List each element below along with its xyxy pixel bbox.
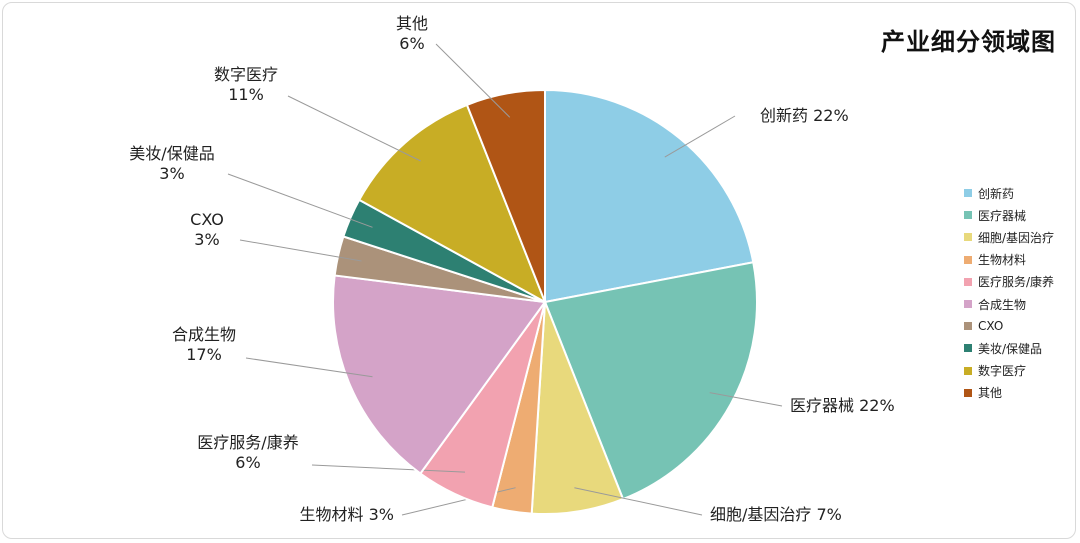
legend-swatch bbox=[964, 300, 972, 309]
legend-item: 其他 bbox=[964, 382, 1054, 404]
leader-line bbox=[287, 95, 421, 162]
chart-title: 产业细分领域图 bbox=[881, 28, 1056, 56]
legend-swatch bbox=[964, 366, 972, 375]
leader-line bbox=[664, 115, 736, 158]
legend-swatch bbox=[964, 388, 972, 397]
chart-legend: 创新药医疗器械细胞/基因治疗 生物材料医疗服务/康养 合成生物 CXO 美妆/保健品 数字… bbox=[964, 182, 1054, 404]
legend-swatch bbox=[964, 322, 972, 331]
legend-label: 细胞/基因治疗 bbox=[978, 230, 1055, 245]
legend-label: 合成生物 bbox=[978, 297, 1027, 312]
legend-item: 美妆/保健品 bbox=[964, 337, 1054, 359]
pie-slice bbox=[543, 261, 758, 501]
leader-line bbox=[709, 392, 783, 407]
pie-slice bbox=[332, 274, 547, 475]
slice-data-label: 医疗器械 22% bbox=[790, 396, 895, 415]
slice-data-label: CXO 3% bbox=[190, 210, 224, 249]
legend-item: 创新药 bbox=[964, 182, 1054, 204]
leader-line bbox=[239, 239, 362, 262]
pie-slice bbox=[544, 88, 755, 304]
legend-label: 医疗服务/康养 bbox=[978, 275, 1055, 290]
slice-data-label: 生物材料 3% bbox=[300, 505, 394, 524]
slice-data-label: 数字医疗 11% bbox=[214, 65, 278, 104]
slice-data-label: 医疗服务/康养 6% bbox=[197, 433, 298, 472]
legend-swatch bbox=[964, 255, 972, 264]
legend-label: 数字医疗 bbox=[978, 364, 1027, 379]
slice-data-label: 合成生物 17% bbox=[172, 325, 236, 364]
pie-slice bbox=[465, 88, 546, 303]
legend-label: 生物材料 bbox=[978, 253, 1027, 268]
legend-item: 细胞/基因治疗 bbox=[964, 226, 1054, 248]
slice-data-label: 创新药 22% bbox=[760, 106, 849, 125]
legend-item: 医疗器械 bbox=[964, 204, 1054, 226]
legend-swatch bbox=[964, 211, 972, 220]
slice-data-label: 美妆/保健品 3% bbox=[129, 144, 214, 183]
legend-label: CXO bbox=[978, 319, 1004, 334]
legend-swatch bbox=[964, 233, 972, 242]
legend-item: 合成生物 bbox=[964, 293, 1054, 315]
leader-line bbox=[574, 487, 703, 516]
legend-label: 医疗器械 bbox=[978, 208, 1027, 223]
slice-data-label: 其他 6% bbox=[396, 14, 428, 53]
leader-line bbox=[435, 43, 511, 118]
legend-label: 创新药 bbox=[978, 186, 1015, 201]
legend-swatch bbox=[964, 189, 972, 198]
legend-swatch bbox=[964, 344, 972, 353]
leader-line bbox=[311, 464, 466, 473]
slice-data-label: 细胞/基因治疗 7% bbox=[710, 505, 842, 524]
leader-line bbox=[245, 357, 373, 378]
legend-item: CXO bbox=[964, 315, 1054, 337]
legend-item: 生物材料 bbox=[964, 249, 1054, 271]
legend-label: 其他 bbox=[978, 386, 1003, 401]
legend-item: 医疗服务/康养 bbox=[964, 271, 1054, 293]
legend-item: 数字医疗 bbox=[964, 360, 1054, 382]
leader-line bbox=[227, 173, 373, 228]
legend-label: 美妆/保健品 bbox=[978, 341, 1043, 356]
legend-swatch bbox=[964, 277, 972, 286]
